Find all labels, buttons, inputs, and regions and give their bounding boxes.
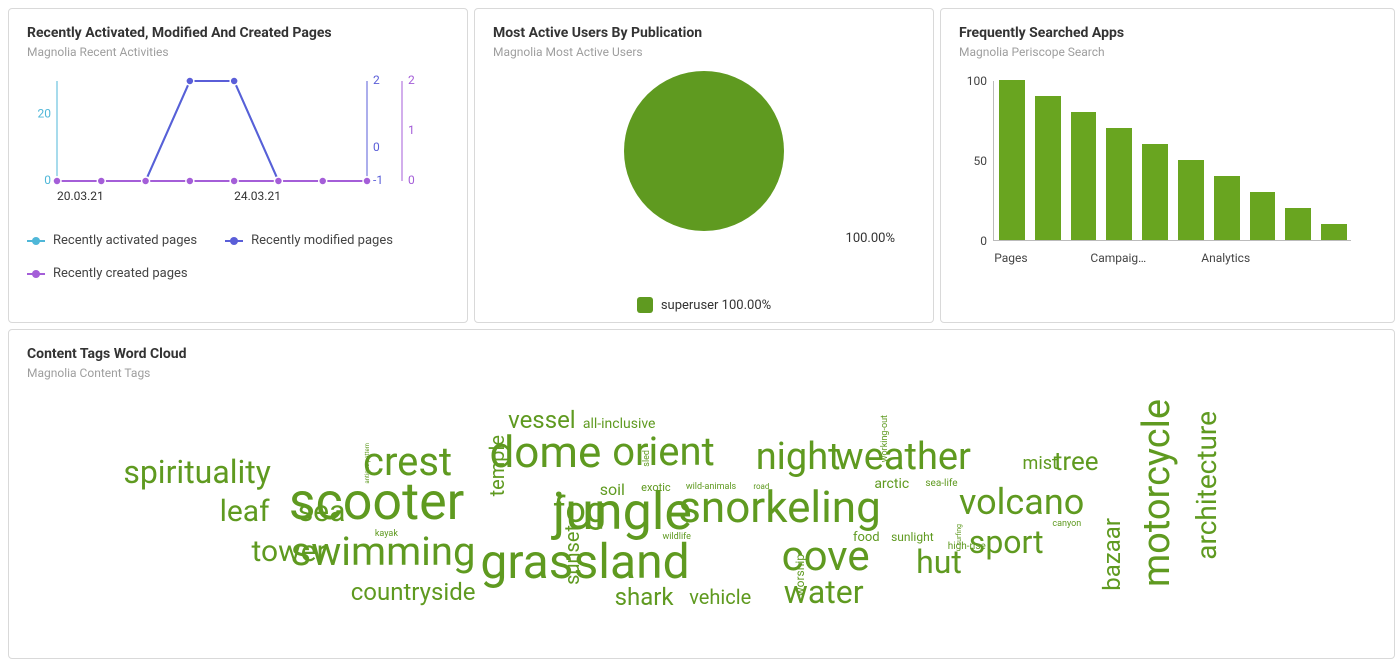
- y-tick-label: 100: [967, 74, 987, 88]
- svg-text:20: 20: [38, 107, 52, 121]
- panel-subtitle: Magnolia Periscope Search: [959, 45, 1376, 59]
- word-cloud-tag[interactable]: working-out: [881, 415, 890, 462]
- pie-legend-swatch: [637, 297, 653, 313]
- word-cloud-tag[interactable]: snorkeling: [678, 485, 881, 529]
- svg-text:0: 0: [44, 173, 51, 187]
- svg-text:2: 2: [373, 73, 380, 87]
- y-tick-label: 0: [980, 234, 987, 248]
- bar[interactable]: [1285, 208, 1311, 240]
- pie-legend-label: superuser 100.00%: [661, 298, 771, 313]
- word-cloud-tag[interactable]: sunset: [562, 525, 582, 585]
- word-cloud-tag[interactable]: motorcycle: [1138, 399, 1176, 587]
- panel-title: Recently Activated, Modified And Created…: [27, 25, 449, 41]
- bar[interactable]: [1321, 224, 1347, 240]
- bar[interactable]: [1178, 160, 1204, 240]
- pie-legend: superuser 100.00%: [493, 297, 915, 313]
- y-tick-label: 50: [974, 154, 988, 168]
- word-cloud-tag[interactable]: sea-life: [925, 479, 957, 489]
- word-cloud-tag[interactable]: wild-animals: [686, 483, 736, 492]
- word-cloud-tag[interactable]: surfing: [956, 524, 963, 546]
- word-cloud-tag[interactable]: vessel: [508, 408, 576, 432]
- legend-swatch: [27, 240, 45, 242]
- word-cloud-tag[interactable]: countryside: [351, 580, 476, 604]
- word-cloud-tag[interactable]: weather: [835, 438, 971, 476]
- panel-subtitle: Magnolia Recent Activities: [27, 45, 449, 59]
- word-cloud-tag[interactable]: sea: [298, 497, 346, 527]
- pie-callout: 100.00%: [846, 231, 895, 246]
- svg-text:20.03.21: 20.03.21: [57, 189, 104, 203]
- legend-item[interactable]: Recently modified pages: [225, 233, 393, 248]
- legend-label: Recently created pages: [53, 266, 188, 281]
- svg-text:1: 1: [408, 123, 415, 137]
- word-cloud-tag[interactable]: temple: [487, 435, 507, 496]
- word-cloud-tag[interactable]: volcano: [959, 484, 1084, 520]
- x-tick-label: Pages: [994, 251, 1027, 265]
- line-chart-legend: Recently activated pages Recently modifie…: [27, 233, 449, 281]
- panel-active-users: Most Active Users By Publication Magnoli…: [474, 8, 934, 323]
- word-cloud-tag[interactable]: canyon: [1052, 520, 1081, 529]
- bar[interactable]: [1106, 128, 1132, 240]
- word-cloud-tag[interactable]: high-rise: [948, 542, 986, 552]
- word-cloud-tag[interactable]: soil: [600, 482, 625, 498]
- bar[interactable]: [1035, 96, 1061, 240]
- word-cloud-tag[interactable]: fog: [553, 492, 606, 528]
- legend-item[interactable]: Recently created pages: [27, 266, 188, 281]
- bar[interactable]: [1142, 144, 1168, 240]
- word-cloud-tag[interactable]: arctic: [874, 477, 909, 491]
- word-cloud-tag[interactable]: mist: [1023, 455, 1058, 473]
- panel-word-cloud: Content Tags Word Cloud Magnolia Content…: [8, 329, 1395, 659]
- word-cloud-tag[interactable]: leaf: [220, 497, 270, 527]
- word-cloud-tag[interactable]: tree: [1054, 449, 1099, 475]
- bar[interactable]: [999, 80, 1025, 240]
- svg-text:0: 0: [408, 173, 415, 187]
- panel-subtitle: Magnolia Content Tags: [27, 366, 1376, 380]
- word-cloud-tag[interactable]: tower: [252, 537, 327, 567]
- bar[interactable]: [1071, 112, 1097, 240]
- svg-text:0: 0: [373, 140, 380, 154]
- svg-text:24.03.21: 24.03.21: [234, 189, 281, 203]
- bar-chart: 0 50 100 Pages Campaig… Analytics: [959, 71, 1359, 271]
- word-cloud-tag[interactable]: sunlight: [891, 531, 934, 543]
- word-cloud-tag[interactable]: antique-pattern: [365, 443, 371, 484]
- word-cloud-tag[interactable]: road: [753, 483, 769, 491]
- word-cloud-tag[interactable]: architecture: [1193, 411, 1221, 560]
- panel-title: Most Active Users By Publication: [493, 25, 915, 41]
- word-cloud-tag[interactable]: night: [756, 438, 841, 476]
- legend-swatch: [225, 240, 243, 242]
- word-cloud-tag[interactable]: spirituality: [123, 456, 271, 488]
- legend-swatch: [27, 273, 45, 275]
- word-cloud-tag[interactable]: sled: [643, 450, 652, 467]
- word-cloud-tag[interactable]: grassland: [480, 538, 689, 586]
- pie-slice: [624, 71, 784, 231]
- bar[interactable]: [1250, 192, 1276, 240]
- x-tick-label: Analytics: [1201, 251, 1250, 265]
- panel-title: Content Tags Word Cloud: [27, 346, 1376, 362]
- legend-item[interactable]: Recently activated pages: [27, 233, 197, 248]
- panel-frequently-searched: Frequently Searched Apps Magnolia Perisc…: [940, 8, 1395, 323]
- word-cloud-tag[interactable]: orient: [612, 432, 714, 472]
- word-cloud-tag[interactable]: shark: [615, 585, 674, 609]
- bar[interactable]: [1214, 176, 1240, 240]
- legend-label: Recently activated pages: [53, 233, 197, 248]
- word-cloud-tag[interactable]: crest: [363, 442, 452, 482]
- word-cloud-tag[interactable]: wildlife: [663, 533, 691, 542]
- word-cloud-tag[interactable]: worship: [794, 554, 806, 596]
- word-cloud-tag[interactable]: food: [853, 531, 880, 544]
- word-cloud: scooterjunglegrasslandsnorkelingdomecove…: [27, 392, 1376, 622]
- svg-text:-1: -1: [373, 173, 383, 187]
- word-cloud-tag[interactable]: all-inclusive: [583, 417, 656, 431]
- panel-title: Frequently Searched Apps: [959, 25, 1376, 41]
- word-cloud-tag[interactable]: exotic: [641, 482, 671, 493]
- panel-subtitle: Magnolia Most Active Users: [493, 45, 915, 59]
- word-cloud-tag[interactable]: bazaar: [1100, 518, 1124, 591]
- svg-text:2: 2: [408, 73, 415, 87]
- word-cloud-tag[interactable]: vehicle: [689, 587, 751, 607]
- x-tick-label: Campaig…: [1090, 251, 1146, 265]
- pie-chart: 100.00%: [493, 71, 915, 291]
- panel-recent-activities: Recently Activated, Modified And Created…: [8, 8, 468, 323]
- legend-label: Recently modified pages: [251, 233, 393, 248]
- line-chart: 020-10201220.03.2124.03.21: [27, 71, 427, 211]
- word-cloud-tag[interactable]: kayak: [375, 530, 398, 539]
